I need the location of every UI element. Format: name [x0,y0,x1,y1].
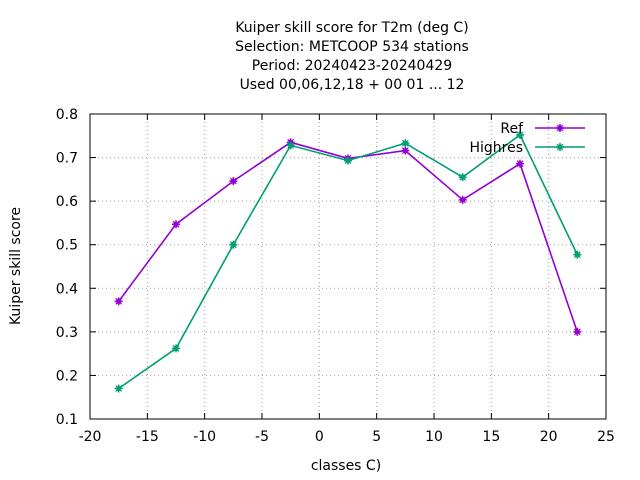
title-line-3: Period: 20240423-20240429 [252,58,452,74]
data-point-ref [458,195,467,204]
x-tick-label: -15 [136,429,159,445]
data-point-highres [172,344,180,353]
data-point-ref [401,146,410,155]
x-tick-label: -20 [79,429,102,445]
tick-labels: -20 -15 -10 -5 0 5 10 15 20 25 0.1 0.2 0.3 0.4 0.5 0.6 0… [56,107,615,445]
data-point-highres [344,156,352,165]
legend-marker-ref [556,124,564,132]
x-tick-label: 15 [482,429,500,445]
y-tick-label: 0.8 [56,107,78,123]
y-tick-label: 0.3 [56,325,78,341]
legend: Ref Highres [469,121,585,156]
data-point-ref [229,177,238,186]
y-axis-label: Kuiper skill score [8,207,24,325]
data-point-ref [516,159,524,168]
data-point-highres [458,173,467,182]
data-point-ref [573,327,582,336]
x-tick-label: -10 [193,429,216,445]
legend-label-highres: Highres [469,140,523,156]
title-line-1: Kuiper skill score for T2m (deg C) [235,20,468,36]
y-tick-label: 0.6 [56,194,78,210]
data-point-highres [114,384,123,393]
y-tick-label: 0.2 [56,368,78,384]
series-line-highres [118,133,579,390]
grid-lines [90,114,606,419]
title-line-4: Used 00,06,12,18 + 00 01 ... 12 [240,77,465,93]
plot-frame [89,113,607,420]
legend-marker-highres [556,143,564,151]
series-line-ref [118,141,579,333]
x-tick-label: -5 [255,429,269,445]
x-tick-label: 0 [315,429,324,445]
x-tick-label: 10 [425,429,443,445]
y-tick-label: 0.1 [56,412,78,428]
chart-title: Kuiper skill score for T2m (deg C) Selec… [235,20,469,93]
data-point-ref [114,297,123,306]
title-line-2: Selection: METCOOP 534 stations [235,39,469,55]
x-tick-label: 25 [597,429,615,445]
data-point-highres [573,250,582,259]
y-tick-label: 0.4 [56,281,78,297]
series-layer [114,130,582,393]
data-point-highres [516,130,524,139]
x-tick-label: 20 [540,429,558,445]
data-point-highres [229,240,238,249]
y-tick-label: 0.5 [56,238,78,254]
data-point-highres [286,141,295,150]
x-tick-label: 5 [372,429,381,445]
legend-label-ref: Ref [500,121,524,137]
data-point-highres [401,139,410,148]
y-tick-label: 0.7 [56,151,78,167]
x-axis-label: classes C) [311,458,381,474]
data-point-ref [172,220,180,229]
